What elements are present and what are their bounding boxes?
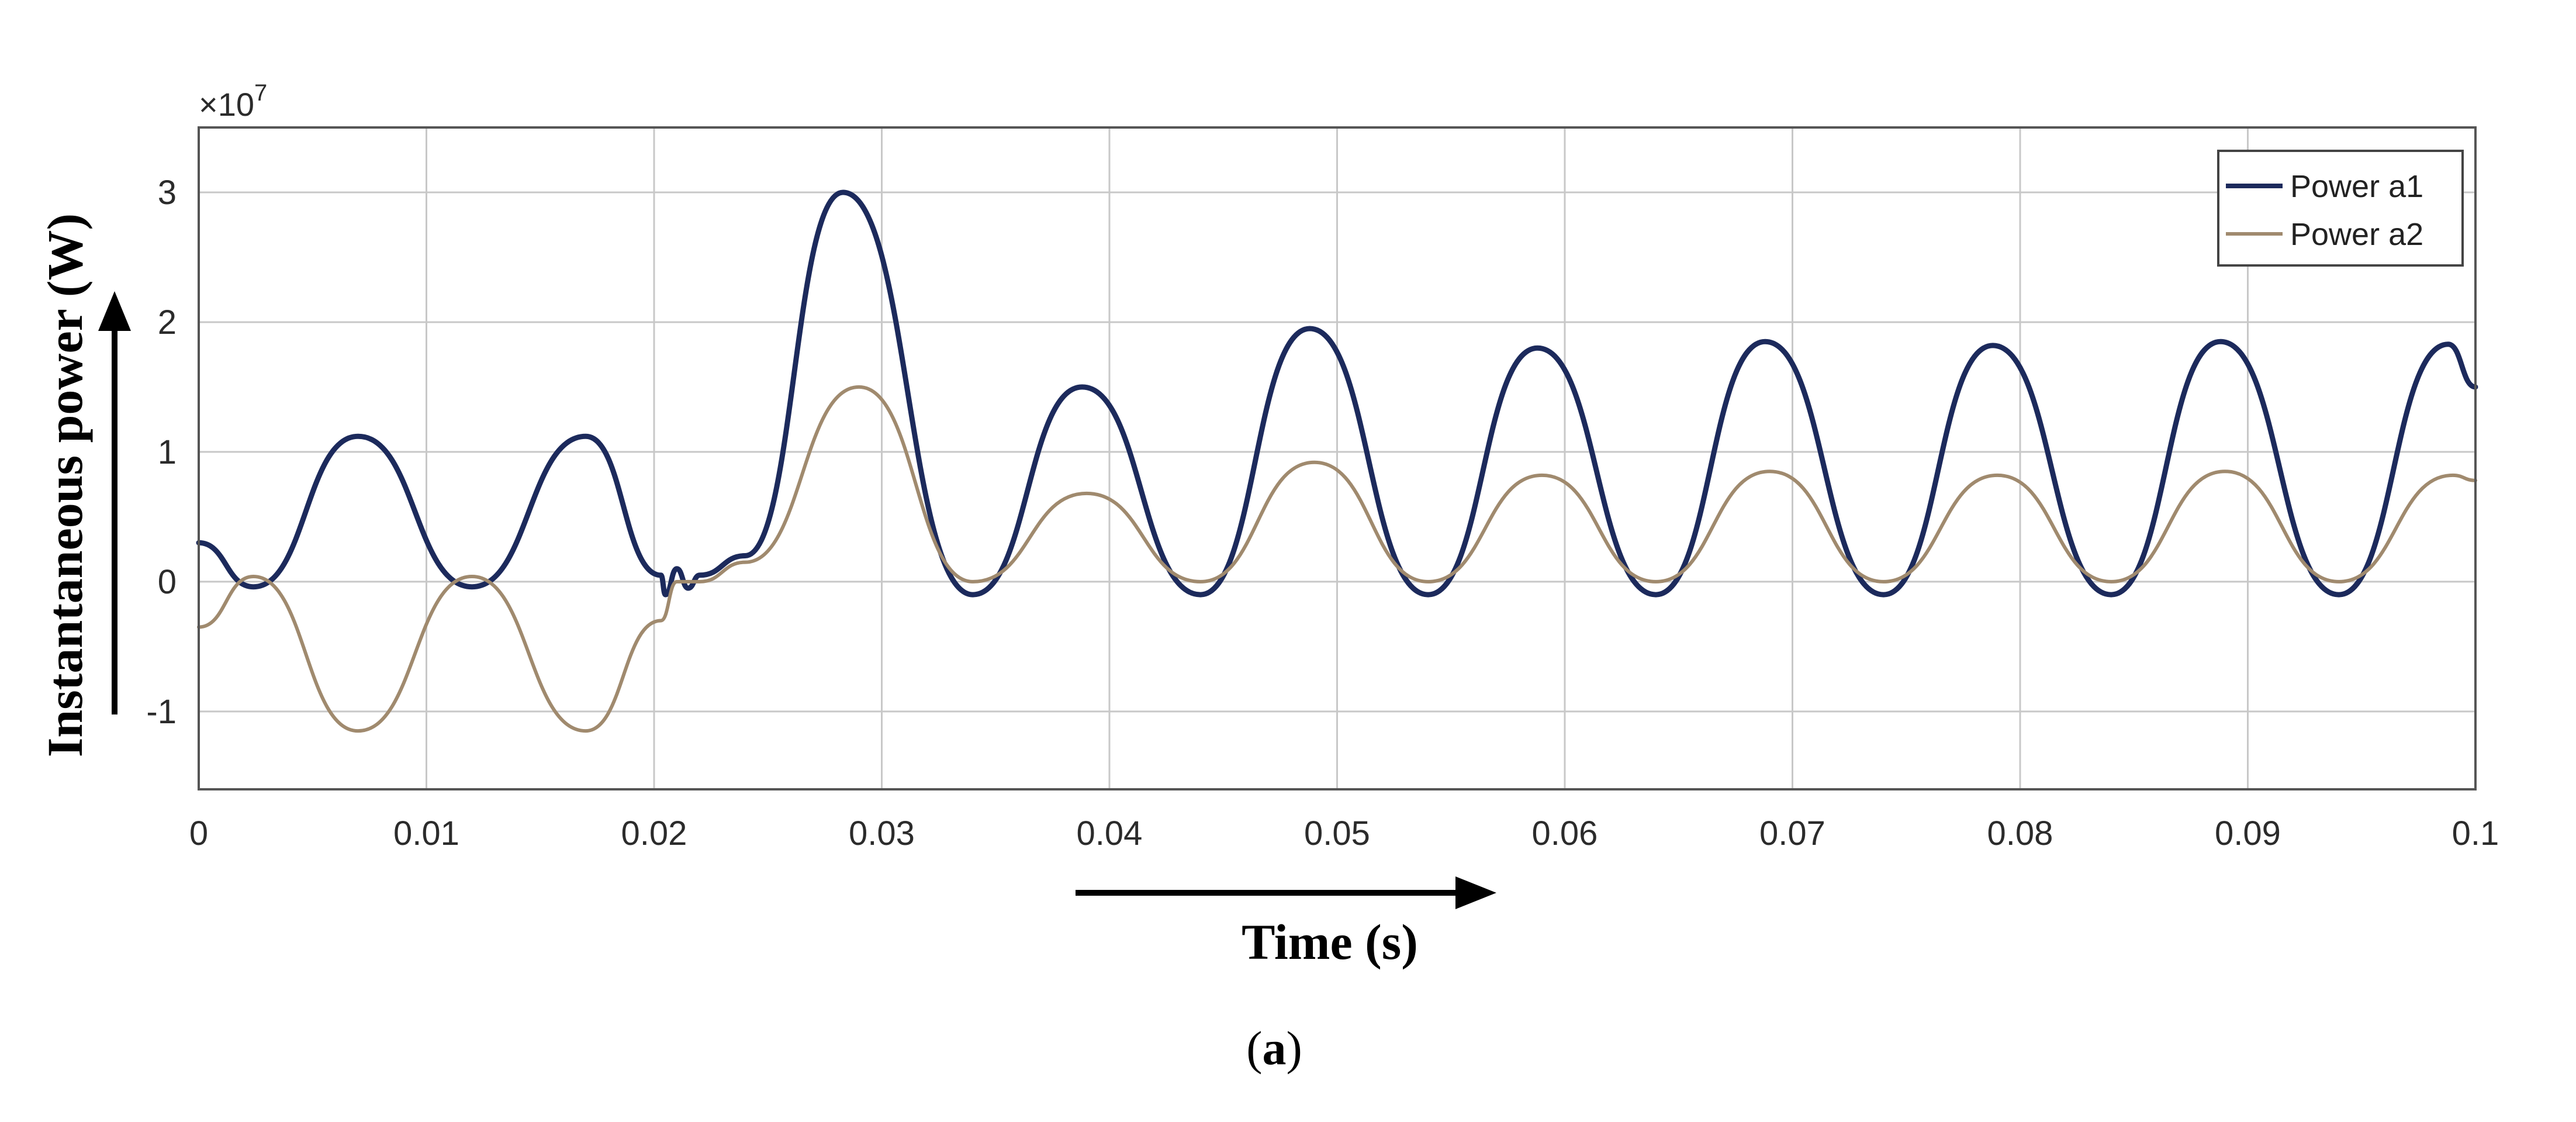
grid-lines xyxy=(198,127,2477,789)
series-line-power-a1 xyxy=(196,189,2478,598)
legend-label-power-a2: Power a2 xyxy=(2290,217,2423,252)
x-axis-title: Time (s) xyxy=(1242,914,1418,970)
y-multiplier-label: ×107 xyxy=(199,80,267,123)
y-axis-arrow xyxy=(98,291,131,714)
x-tick-label: 0.02 xyxy=(621,814,687,852)
x-tick-label: 0.06 xyxy=(1532,814,1598,852)
y-axis-title: Instantaneous power (W) xyxy=(37,213,93,757)
caption-close: ) xyxy=(1287,1021,1302,1075)
figure-caption: (a) xyxy=(1246,1021,1302,1075)
x-tick-label: 0.04 xyxy=(1077,814,1143,852)
y-tick-labels: -1 0 1 2 3 xyxy=(146,174,177,731)
legend-label-power-a1: Power a1 xyxy=(2290,169,2423,204)
x-tick-label: 0.03 xyxy=(849,814,915,852)
plot-frame xyxy=(198,126,2477,790)
x-tick-labels: 0 0.01 0.02 0.03 0.04 0.05 0.06 0.07 0.08 0.09 0.1 xyxy=(189,814,2499,852)
legend: Power a1 Power a2 xyxy=(2217,150,2464,267)
x-axis-arrow xyxy=(1076,876,1496,909)
x-tick-label: 0 xyxy=(189,814,208,852)
series-line-power-a2 xyxy=(197,385,2477,733)
x-tick-label: 0.05 xyxy=(1304,814,1370,852)
y-tick-label: 1 xyxy=(158,433,177,471)
x-tick-label: 0.01 xyxy=(393,814,459,852)
legend-box xyxy=(2217,150,2464,267)
caption-open: ( xyxy=(1246,1021,1262,1075)
x-tick-label: 0.09 xyxy=(2215,814,2281,852)
y-tick-label: 2 xyxy=(158,303,177,341)
caption-label: a xyxy=(1263,1021,1287,1075)
series-layer xyxy=(196,189,2478,733)
y-tick-label: 3 xyxy=(158,174,177,212)
y-tick-label: -1 xyxy=(146,693,177,731)
x-tick-label: 0.1 xyxy=(2452,814,2499,852)
y-multiplier-base: ×10 xyxy=(199,86,254,123)
x-tick-label: 0.08 xyxy=(1987,814,2053,852)
y-multiplier-exponent: 7 xyxy=(254,80,267,106)
x-tick-label: 0.07 xyxy=(1759,814,1825,852)
y-tick-label: 0 xyxy=(158,563,177,601)
